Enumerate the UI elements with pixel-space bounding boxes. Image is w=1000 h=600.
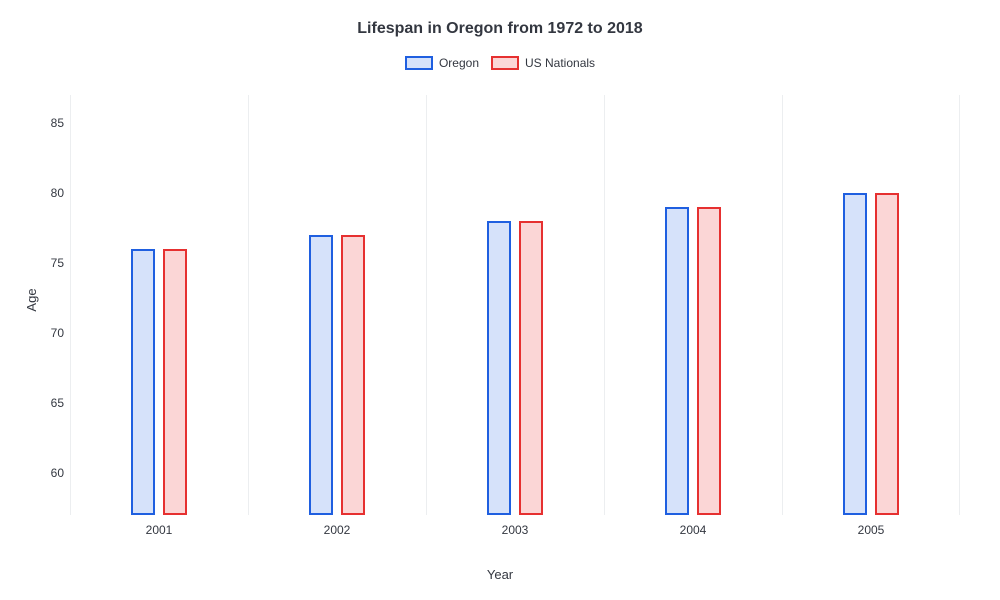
plot-area: 60657075808520012002200320042005: [70, 95, 960, 515]
bar[interactable]: [163, 249, 187, 515]
legend: Oregon US Nationals: [0, 56, 1000, 70]
bar[interactable]: [131, 249, 155, 515]
x-axis-label: Year: [487, 567, 513, 582]
bar[interactable]: [697, 207, 721, 515]
legend-label: US Nationals: [525, 56, 595, 70]
grid-line: [248, 95, 249, 515]
y-tick-label: 85: [38, 116, 64, 130]
x-tick-label: 2002: [324, 523, 351, 537]
bar[interactable]: [665, 207, 689, 515]
legend-swatch: [405, 56, 433, 70]
bar[interactable]: [341, 235, 365, 515]
grid-line: [70, 95, 71, 515]
legend-label: Oregon: [439, 56, 479, 70]
y-tick-label: 80: [38, 186, 64, 200]
grid-line: [959, 95, 960, 515]
chart-title: Lifespan in Oregon from 1972 to 2018: [0, 0, 1000, 38]
y-tick-label: 75: [38, 256, 64, 270]
y-tick-label: 70: [38, 326, 64, 340]
legend-item[interactable]: US Nationals: [491, 56, 595, 70]
x-tick-label: 2003: [502, 523, 529, 537]
grid-line: [604, 95, 605, 515]
grid-line: [426, 95, 427, 515]
y-tick-label: 60: [38, 466, 64, 480]
y-axis-label: Age: [24, 288, 39, 311]
x-tick-label: 2004: [680, 523, 707, 537]
bar[interactable]: [519, 221, 543, 515]
grid-line: [782, 95, 783, 515]
bar[interactable]: [875, 193, 899, 515]
chart-container: Lifespan in Oregon from 1972 to 2018 Ore…: [0, 0, 1000, 600]
y-tick-label: 65: [38, 396, 64, 410]
bar[interactable]: [487, 221, 511, 515]
x-tick-label: 2005: [858, 523, 885, 537]
bar[interactable]: [309, 235, 333, 515]
legend-swatch: [491, 56, 519, 70]
bar[interactable]: [843, 193, 867, 515]
legend-item[interactable]: Oregon: [405, 56, 479, 70]
x-tick-label: 2001: [146, 523, 173, 537]
